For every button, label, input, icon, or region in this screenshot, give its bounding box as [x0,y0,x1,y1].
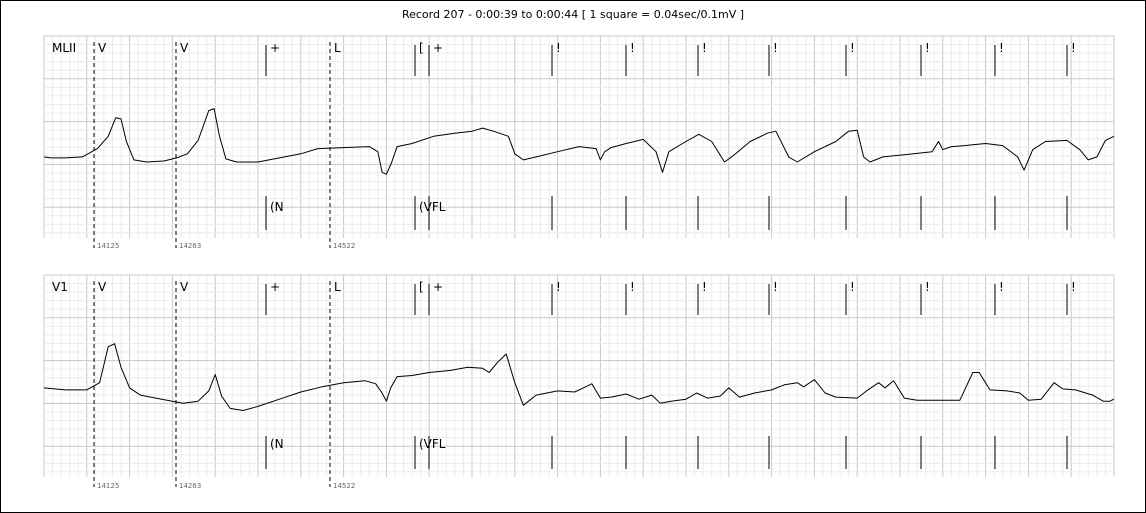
beat-label: L [334,41,341,55]
beat-label: V [180,280,189,294]
rhythm-label: (N [270,200,284,214]
grid [43,274,1115,477]
lead-panel-v1: V1 V 14125 V 14263 + (N L 14522 [ (VFL +!!!!!!!! [43,274,1115,490]
beat-label: V [98,41,107,55]
beat-label: V [180,41,189,55]
beat-label: L [334,280,341,294]
beat-label: ! [630,280,635,294]
beat-label: ! [702,280,707,294]
beat-label: ! [925,280,930,294]
beat-label: V [98,280,107,294]
signal-trace [43,343,1115,411]
sample-index-label: 14522 [333,482,355,490]
beat-label: ! [702,41,707,55]
lead-panel-mlii: MLII V 14125 V 14263 + (N L 14522 [ (VFL +!!!!!!!! [43,35,1115,250]
beat-label: ! [556,41,561,55]
lead-label: MLII [52,41,76,55]
beat-label: ! [773,280,778,294]
beat-label: + [433,41,443,55]
signal-trace [43,108,1115,175]
beat-label: ! [850,280,855,294]
beat-label: ! [925,41,930,55]
beat-label: ! [630,41,635,55]
beat-label: ! [1071,41,1076,55]
lead-label: V1 [52,280,68,294]
beat-label: ! [556,280,561,294]
beat-label: + [270,41,280,55]
chart-title: Record 207 - 0:00:39 to 0:00:44 [ 1 squa… [401,8,745,21]
sample-index-label: 14125 [97,242,119,250]
beat-label: + [433,280,443,294]
grid [43,35,1115,238]
sample-index-label: 14263 [179,482,201,490]
beat-label: [ [419,41,424,55]
beat-label: ! [773,41,778,55]
beat-label: ! [1071,280,1076,294]
rhythm-label: (VFL [419,200,446,214]
rhythm-label: (N [270,437,284,451]
sample-index-label: 14263 [179,242,201,250]
rhythm-label: (VFL [419,437,446,451]
beat-label: + [270,280,280,294]
beat-label: [ [419,280,424,294]
sample-index-label: 14125 [97,482,119,490]
beat-label: ! [850,41,855,55]
sample-index-label: 14522 [333,242,355,250]
beat-label: ! [999,280,1004,294]
beat-label: ! [999,41,1004,55]
